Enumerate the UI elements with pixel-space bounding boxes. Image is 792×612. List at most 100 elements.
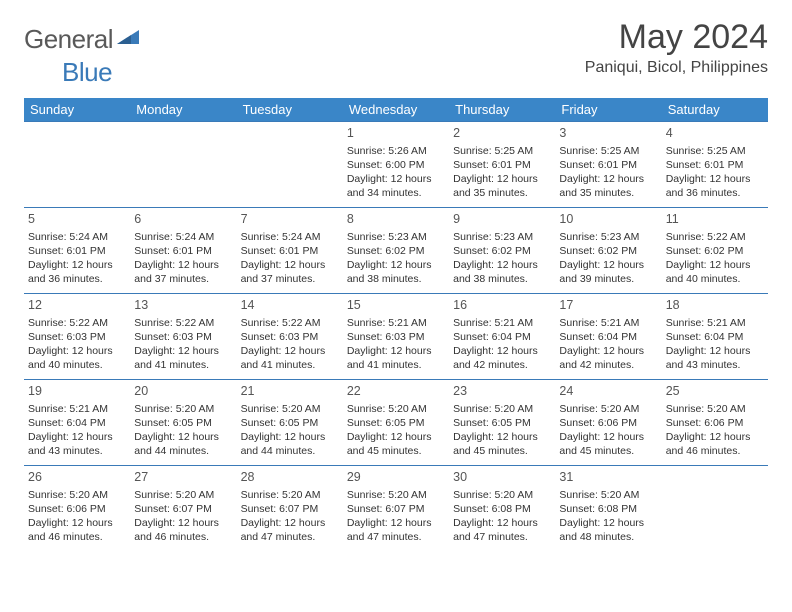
calendar-day: 9Sunrise: 5:23 AMSunset: 6:02 PMDaylight… bbox=[449, 208, 555, 294]
day-number: 25 bbox=[666, 383, 764, 400]
calendar-day: 18Sunrise: 5:21 AMSunset: 6:04 PMDayligh… bbox=[662, 294, 768, 380]
sunrise-line: Sunrise: 5:22 AM bbox=[666, 230, 764, 244]
sunset-line: Sunset: 6:06 PM bbox=[559, 416, 657, 430]
calendar-day: 7Sunrise: 5:24 AMSunset: 6:01 PMDaylight… bbox=[237, 208, 343, 294]
sunrise-line: Sunrise: 5:25 AM bbox=[666, 144, 764, 158]
sunset-line: Sunset: 6:05 PM bbox=[241, 416, 339, 430]
sunrise-line: Sunrise: 5:21 AM bbox=[28, 402, 126, 416]
sunset-line: Sunset: 6:03 PM bbox=[28, 330, 126, 344]
sunset-line: Sunset: 6:00 PM bbox=[347, 158, 445, 172]
sunset-line: Sunset: 6:08 PM bbox=[453, 502, 551, 516]
daylight-line: Daylight: 12 hours and 46 minutes. bbox=[666, 430, 764, 458]
daylight-line: Daylight: 12 hours and 36 minutes. bbox=[28, 258, 126, 286]
sunset-line: Sunset: 6:03 PM bbox=[134, 330, 232, 344]
calendar-week: 12Sunrise: 5:22 AMSunset: 6:03 PMDayligh… bbox=[24, 294, 768, 380]
sunrise-line: Sunrise: 5:22 AM bbox=[28, 316, 126, 330]
day-number: 22 bbox=[347, 383, 445, 400]
sunset-line: Sunset: 6:05 PM bbox=[134, 416, 232, 430]
calendar-day: 5 Sunrise: 5:24 AMSunset: 6:01 PMDaylight… bbox=[24, 208, 130, 294]
calendar-table: SundayMondayTuesdayWednesdayThursdayFrid… bbox=[24, 98, 768, 552]
calendar-day: 24Sunrise: 5:20 AMSunset: 6:06 PMDayligh… bbox=[555, 380, 661, 466]
calendar-day: 16Sunrise: 5:21 AMSunset: 6:04 PMDayligh… bbox=[449, 294, 555, 380]
sunset-line: Sunset: 6:04 PM bbox=[559, 330, 657, 344]
sunrise-line: Sunrise: 5:20 AM bbox=[453, 488, 551, 502]
daylight-line: Daylight: 12 hours and 47 minutes. bbox=[241, 516, 339, 544]
day-number: 14 bbox=[241, 297, 339, 314]
day-number: 30 bbox=[453, 469, 551, 486]
day-number: 3 bbox=[559, 125, 657, 142]
sunrise-line: Sunrise: 5:20 AM bbox=[559, 488, 657, 502]
sunrise-line: Sunrise: 5:26 AM bbox=[347, 144, 445, 158]
daylight-line: Daylight: 12 hours and 41 minutes. bbox=[134, 344, 232, 372]
day-header: Sunday bbox=[24, 98, 130, 122]
day-number: 21 bbox=[241, 383, 339, 400]
daylight-line: Daylight: 12 hours and 40 minutes. bbox=[28, 344, 126, 372]
calendar-day: 29Sunrise: 5:20 AMSunset: 6:07 PMDayligh… bbox=[343, 466, 449, 552]
calendar-week: 19Sunrise: 5:21 AMSunset: 6:04 PMDayligh… bbox=[24, 380, 768, 466]
day-number: 27 bbox=[134, 469, 232, 486]
daylight-line: Daylight: 12 hours and 41 minutes. bbox=[241, 344, 339, 372]
sunrise-line: Sunrise: 5:24 AM bbox=[241, 230, 339, 244]
calendar-day: 8Sunrise: 5:23 AMSunset: 6:02 PMDaylight… bbox=[343, 208, 449, 294]
sunset-line: Sunset: 6:06 PM bbox=[666, 416, 764, 430]
day-number: 9 bbox=[453, 211, 551, 228]
day-number: 17 bbox=[559, 297, 657, 314]
calendar-day: 23Sunrise: 5:20 AMSunset: 6:05 PMDayligh… bbox=[449, 380, 555, 466]
day-number: 10 bbox=[559, 211, 657, 228]
sunset-line: Sunset: 6:01 PM bbox=[453, 158, 551, 172]
month-title: May 2024 bbox=[585, 18, 768, 57]
calendar-week: 5Sunrise: 5:24 AMSunset: 6:01 PMDaylight… bbox=[24, 208, 768, 294]
daylight-line: Daylight: 12 hours and 36 minutes. bbox=[666, 172, 764, 200]
daylight-line: Daylight: 12 hours and 43 minutes. bbox=[666, 344, 764, 372]
sunrise-line: Sunrise: 5:23 AM bbox=[559, 230, 657, 244]
sunrise-line: Sunrise: 5:20 AM bbox=[134, 402, 232, 416]
calendar-day: 4 Sunrise: 5:25 AMSunset: 6:01 PMDaylight… bbox=[662, 122, 768, 208]
daylight-line: Daylight: 12 hours and 38 minutes. bbox=[453, 258, 551, 286]
day-header: Saturday bbox=[662, 98, 768, 122]
sunset-line: Sunset: 6:01 PM bbox=[666, 158, 764, 172]
calendar-day: 25 Sunrise: 5:20 AMSunset: 6:06 PMDayligh… bbox=[662, 380, 768, 466]
day-number: 4 bbox=[666, 125, 764, 142]
sunrise-line: Sunrise: 5:21 AM bbox=[347, 316, 445, 330]
daylight-line: Daylight: 12 hours and 43 minutes. bbox=[28, 430, 126, 458]
sunrise-line: Sunrise: 5:20 AM bbox=[241, 488, 339, 502]
calendar-day: 10Sunrise: 5:23 AMSunset: 6:02 PMDayligh… bbox=[555, 208, 661, 294]
sunrise-line: Sunrise: 5:25 AM bbox=[453, 144, 551, 158]
daylight-line: Daylight: 12 hours and 40 minutes. bbox=[666, 258, 764, 286]
day-number: 23 bbox=[453, 383, 551, 400]
sunset-line: Sunset: 6:05 PM bbox=[347, 416, 445, 430]
day-number: 26 bbox=[28, 469, 126, 486]
daylight-line: Daylight: 12 hours and 37 minutes. bbox=[241, 258, 339, 286]
day-number: 20 bbox=[134, 383, 232, 400]
day-header: Friday bbox=[555, 98, 661, 122]
day-header: Monday bbox=[130, 98, 236, 122]
daylight-line: Daylight: 12 hours and 45 minutes. bbox=[453, 430, 551, 458]
calendar-day: 6Sunrise: 5:24 AMSunset: 6:01 PMDaylight… bbox=[130, 208, 236, 294]
sunset-line: Sunset: 6:03 PM bbox=[347, 330, 445, 344]
sunset-line: Sunset: 6:01 PM bbox=[28, 244, 126, 258]
sunrise-line: Sunrise: 5:20 AM bbox=[241, 402, 339, 416]
sunset-line: Sunset: 6:01 PM bbox=[559, 158, 657, 172]
calendar-day: 20Sunrise: 5:20 AMSunset: 6:05 PMDayligh… bbox=[130, 380, 236, 466]
calendar-day: 19Sunrise: 5:21 AMSunset: 6:04 PMDayligh… bbox=[24, 380, 130, 466]
day-number: 5 bbox=[28, 211, 126, 228]
daylight-line: Daylight: 12 hours and 45 minutes. bbox=[347, 430, 445, 458]
calendar-day: 26Sunrise: 5:20 AMSunset: 6:06 PMDayligh… bbox=[24, 466, 130, 552]
calendar-day: 3Sunrise: 5:25 AMSunset: 6:01 PMDaylight… bbox=[555, 122, 661, 208]
daylight-line: Daylight: 12 hours and 46 minutes. bbox=[134, 516, 232, 544]
day-number: 8 bbox=[347, 211, 445, 228]
day-number: 19 bbox=[28, 383, 126, 400]
sunset-line: Sunset: 6:02 PM bbox=[666, 244, 764, 258]
sunrise-line: Sunrise: 5:20 AM bbox=[666, 402, 764, 416]
calendar-day: 22Sunrise: 5:20 AMSunset: 6:05 PMDayligh… bbox=[343, 380, 449, 466]
logo-triangle-icon bbox=[117, 26, 139, 44]
calendar-day: 13Sunrise: 5:22 AMSunset: 6:03 PMDayligh… bbox=[130, 294, 236, 380]
sunrise-line: Sunrise: 5:21 AM bbox=[453, 316, 551, 330]
sunrise-line: Sunrise: 5:24 AM bbox=[28, 230, 126, 244]
day-header: Wednesday bbox=[343, 98, 449, 122]
sunrise-line: Sunrise: 5:20 AM bbox=[134, 488, 232, 502]
sunset-line: Sunset: 6:01 PM bbox=[241, 244, 339, 258]
sunrise-line: Sunrise: 5:22 AM bbox=[134, 316, 232, 330]
day-number: 15 bbox=[347, 297, 445, 314]
daylight-line: Daylight: 12 hours and 48 minutes. bbox=[559, 516, 657, 544]
